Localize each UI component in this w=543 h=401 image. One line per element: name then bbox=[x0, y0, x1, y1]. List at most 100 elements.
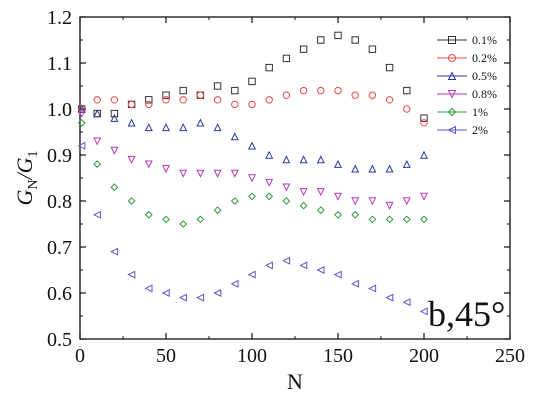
data-point bbox=[420, 114, 428, 122]
data-point bbox=[282, 256, 291, 265]
data-point bbox=[231, 100, 239, 109]
legend-marker bbox=[448, 54, 456, 62]
data-point bbox=[248, 192, 256, 201]
data-point bbox=[368, 164, 377, 173]
data-point bbox=[316, 188, 325, 197]
data-point bbox=[368, 215, 377, 224]
data-point bbox=[419, 192, 429, 201]
data-point bbox=[213, 96, 222, 104]
data-point bbox=[248, 100, 256, 109]
data-point bbox=[179, 123, 188, 132]
data-point bbox=[419, 150, 429, 159]
data-point bbox=[316, 155, 325, 164]
data-point bbox=[299, 261, 308, 270]
data-point bbox=[162, 91, 170, 99]
data-point bbox=[77, 109, 86, 118]
data-point bbox=[333, 192, 343, 201]
legend-label: 1% bbox=[472, 105, 488, 119]
legend-label: 0.8% bbox=[472, 87, 497, 101]
legend-label: 0.1% bbox=[472, 33, 497, 47]
data-point bbox=[127, 118, 136, 127]
data-point bbox=[110, 146, 119, 155]
y-tick-label: 1.1 bbox=[47, 53, 72, 75]
data-point bbox=[77, 104, 86, 113]
data-point bbox=[299, 201, 308, 210]
data-point bbox=[231, 86, 239, 95]
data-point bbox=[127, 197, 136, 205]
data-point bbox=[145, 100, 153, 109]
x-tick-label: 250 bbox=[495, 345, 525, 367]
data-point bbox=[317, 86, 325, 95]
data-point bbox=[265, 96, 273, 104]
series-1 bbox=[78, 31, 428, 122]
y-tick-label: 0.7 bbox=[47, 237, 72, 259]
data-point bbox=[144, 210, 153, 219]
data-point bbox=[265, 192, 274, 201]
plot-area bbox=[79, 16, 511, 340]
data-point bbox=[230, 197, 239, 205]
data-point bbox=[402, 215, 411, 224]
series-3 bbox=[77, 104, 429, 173]
y-tick-label: 0.6 bbox=[47, 283, 72, 305]
data-point bbox=[110, 183, 119, 192]
data-point bbox=[402, 197, 411, 206]
series-layer bbox=[77, 31, 429, 316]
data-point bbox=[282, 197, 291, 205]
data-point bbox=[299, 86, 308, 95]
data-point bbox=[282, 155, 291, 164]
legend-label: 0.2% bbox=[472, 51, 497, 65]
data-point bbox=[385, 215, 394, 224]
data-point bbox=[316, 206, 325, 215]
data-point bbox=[402, 159, 411, 168]
data-point bbox=[350, 279, 359, 288]
data-point bbox=[230, 279, 239, 288]
y-tick-label: 0.8 bbox=[47, 191, 72, 213]
data-point bbox=[230, 132, 239, 141]
data-point bbox=[196, 169, 205, 178]
data-point bbox=[282, 183, 291, 192]
data-point bbox=[179, 96, 187, 104]
data-point bbox=[282, 91, 291, 99]
data-point bbox=[247, 270, 256, 279]
data-point bbox=[77, 141, 86, 150]
data-point bbox=[162, 96, 170, 104]
data-point bbox=[161, 165, 171, 174]
data-point bbox=[127, 270, 136, 279]
x-tick-label: 50 bbox=[156, 345, 176, 367]
data-point bbox=[282, 54, 291, 63]
data-point bbox=[247, 141, 257, 150]
data-point bbox=[144, 123, 153, 132]
x-axis: 0 50 100 150 200 250 bbox=[75, 17, 525, 367]
data-point bbox=[385, 96, 394, 104]
data-point bbox=[385, 63, 394, 72]
data-point bbox=[248, 77, 256, 86]
x-tick-label: 0 bbox=[75, 345, 85, 367]
data-point bbox=[179, 220, 188, 228]
y-axis-title-sub1: N bbox=[26, 179, 41, 189]
data-point bbox=[351, 210, 360, 219]
data-point bbox=[334, 86, 342, 95]
data-point bbox=[247, 174, 257, 183]
legend-marker bbox=[447, 125, 456, 135]
data-point bbox=[299, 155, 308, 164]
y-tick-label: 1.0 bbox=[47, 99, 72, 121]
data-point bbox=[196, 91, 205, 99]
legend-marker bbox=[447, 90, 457, 99]
data-point bbox=[351, 36, 359, 44]
x-tick-label: 150 bbox=[323, 345, 353, 367]
legend-label: 0.5% bbox=[472, 69, 497, 83]
data-point bbox=[230, 169, 239, 178]
data-point bbox=[127, 155, 136, 164]
data-point bbox=[213, 123, 222, 132]
y-axis-title-sub2: 1 bbox=[26, 150, 41, 157]
legend-marker bbox=[447, 107, 457, 117]
data-point bbox=[385, 293, 394, 302]
data-point bbox=[178, 293, 187, 302]
legend: 0.1% 0.2% 0.5% 0.8% 1% 2% bbox=[437, 33, 497, 137]
series-2 bbox=[78, 86, 428, 127]
data-point bbox=[385, 164, 394, 173]
data-point bbox=[93, 96, 101, 104]
data-point bbox=[403, 105, 411, 113]
y-axis-title-sep: /G bbox=[12, 157, 37, 181]
